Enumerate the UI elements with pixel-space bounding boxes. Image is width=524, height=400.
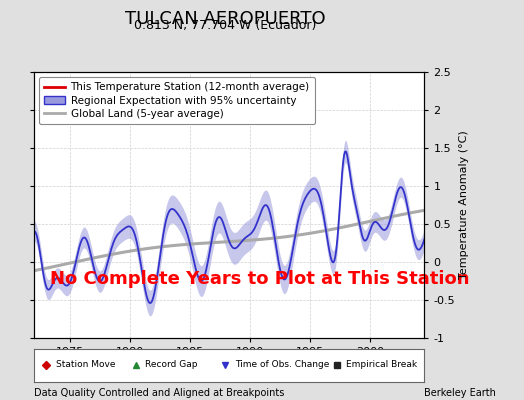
Text: Record Gap: Record Gap [145,360,198,370]
Y-axis label: Temperature Anomaly (°C): Temperature Anomaly (°C) [459,131,470,279]
Text: Time of Obs. Change: Time of Obs. Change [235,360,330,370]
Text: TULCAN AEROPUERTO: TULCAN AEROPUERTO [125,10,325,28]
Text: Data Quality Controlled and Aligned at Breakpoints: Data Quality Controlled and Aligned at B… [34,388,285,398]
Text: No Complete Years to Plot at This Station: No Complete Years to Plot at This Statio… [50,270,469,288]
Text: 0.813 N, 77.704 W (Ecuador): 0.813 N, 77.704 W (Ecuador) [134,19,316,32]
Text: Empirical Break: Empirical Break [346,360,418,370]
Legend: This Temperature Station (12-month average), Regional Expectation with 95% uncer: This Temperature Station (12-month avera… [39,77,315,124]
Text: Berkeley Earth: Berkeley Earth [424,388,496,398]
Text: Station Move: Station Move [56,360,115,370]
